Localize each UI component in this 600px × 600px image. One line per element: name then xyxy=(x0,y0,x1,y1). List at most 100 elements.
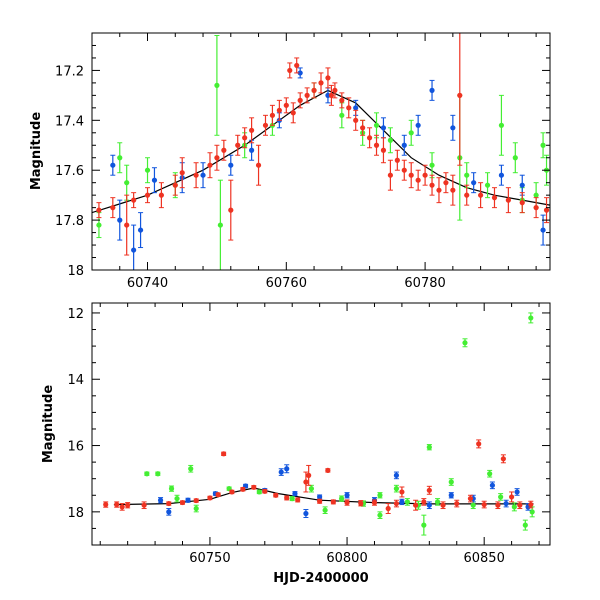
data-marker xyxy=(117,217,123,223)
data-marker xyxy=(377,492,383,498)
data-marker xyxy=(489,482,496,488)
data-marker xyxy=(278,469,284,475)
data-marker xyxy=(373,142,380,148)
bottom-red-point xyxy=(284,495,290,501)
bottom-green-point xyxy=(144,471,150,477)
data-marker xyxy=(125,502,131,508)
bottom-red-point xyxy=(306,464,312,486)
top-x-tick-label: 60740 xyxy=(127,276,168,291)
top-red-point xyxy=(443,172,449,194)
data-marker xyxy=(450,125,456,131)
data-marker xyxy=(426,502,432,508)
bottom-y-axis-label: Magnitude xyxy=(41,385,56,464)
bottom-blue-point xyxy=(393,471,400,480)
data-marker xyxy=(124,222,130,228)
bottom-green-point xyxy=(393,484,400,493)
data-marker xyxy=(249,147,255,153)
data-marker xyxy=(317,494,323,500)
top-red-point xyxy=(287,62,293,79)
bottom-blue-point xyxy=(448,492,454,499)
data-marker xyxy=(311,87,317,93)
data-marker xyxy=(131,247,137,253)
bottom-y-tick-label: 16 xyxy=(67,440,84,455)
data-marker xyxy=(454,500,460,507)
data-marker xyxy=(229,489,235,495)
data-marker xyxy=(103,501,109,508)
bottom-x-tick-label: 60750 xyxy=(189,551,230,566)
data-marker xyxy=(429,87,435,93)
data-marker xyxy=(155,471,161,477)
data-marker xyxy=(256,489,262,495)
data-marker xyxy=(514,489,520,495)
top-green-point xyxy=(214,34,220,136)
data-marker xyxy=(380,147,387,153)
data-marker xyxy=(317,498,323,504)
data-marker xyxy=(124,180,130,186)
data-marker xyxy=(144,167,151,173)
bottom-red-point xyxy=(221,451,227,457)
data-marker xyxy=(179,499,186,506)
data-marker xyxy=(421,522,427,528)
data-marker xyxy=(157,497,164,503)
top-green-point xyxy=(387,127,393,154)
data-marker xyxy=(339,112,345,118)
top-blue-point xyxy=(151,167,158,194)
top-green-point xyxy=(217,179,223,270)
top-x-tick-label: 60780 xyxy=(404,276,445,291)
bottom-red-point xyxy=(114,501,120,508)
bottom-x-axis-label: HJD-2400000 xyxy=(273,571,368,586)
top-red-point xyxy=(332,82,338,99)
data-marker xyxy=(273,492,279,498)
bottom-red-point xyxy=(440,501,446,510)
data-marker xyxy=(297,70,303,76)
data-marker xyxy=(283,102,289,108)
data-marker xyxy=(404,499,410,505)
data-marker xyxy=(193,497,199,504)
data-marker xyxy=(440,502,446,508)
data-marker xyxy=(422,172,428,178)
data-marker xyxy=(303,510,309,517)
data-marker xyxy=(464,192,470,198)
bottom-red-point xyxy=(500,454,506,464)
data-marker xyxy=(144,471,150,477)
data-marker xyxy=(353,117,359,123)
data-marker xyxy=(96,207,102,213)
data-marker xyxy=(528,501,534,508)
bottom-green-point xyxy=(404,498,410,506)
bottom-red-point xyxy=(229,489,235,495)
data-marker xyxy=(373,122,380,128)
data-marker xyxy=(471,180,477,186)
data-marker xyxy=(322,507,328,513)
data-marker xyxy=(215,492,221,498)
bottom-red-point xyxy=(240,486,246,492)
top-green-point xyxy=(464,162,470,189)
bottom-blue-point xyxy=(399,498,405,506)
data-marker xyxy=(207,162,213,168)
bottom-red-point xyxy=(251,484,257,490)
data-marker xyxy=(249,127,255,133)
top-y-axis-label: Magnitude xyxy=(29,112,44,191)
data-marker xyxy=(284,495,290,501)
bottom-red-point xyxy=(317,498,323,504)
data-marker xyxy=(166,509,172,515)
top-red-point xyxy=(533,197,539,219)
data-marker xyxy=(242,135,248,141)
bottom-green-point xyxy=(448,478,454,486)
data-marker xyxy=(448,479,454,485)
data-marker xyxy=(487,471,493,477)
top-blue-point xyxy=(471,172,477,194)
data-marker xyxy=(344,499,350,506)
top-x-tick-label: 60760 xyxy=(266,276,307,291)
top-green-point xyxy=(144,157,151,184)
top-red-point xyxy=(505,187,511,214)
bottom-blue-point xyxy=(503,499,509,508)
bottom-green-point xyxy=(434,498,441,506)
top-red-point xyxy=(318,72,324,94)
top-red-point xyxy=(408,162,414,189)
data-marker xyxy=(332,87,338,93)
data-marker xyxy=(408,130,414,136)
bottom-y-tick-label: 14 xyxy=(67,373,84,388)
top-green-point xyxy=(512,142,518,174)
top-red-point xyxy=(124,194,130,256)
data-marker xyxy=(371,499,378,506)
